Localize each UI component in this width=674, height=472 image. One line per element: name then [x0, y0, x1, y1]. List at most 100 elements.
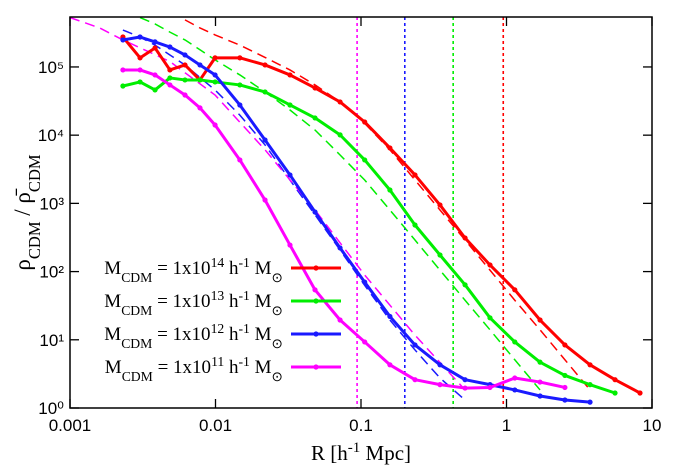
data-point: [167, 75, 173, 81]
data-point: [437, 252, 443, 258]
plot-area: [70, 17, 643, 408]
series-line: [122, 35, 591, 404]
data-point: [562, 342, 568, 348]
data-point: [312, 115, 318, 121]
x-tick-label: 0.01: [199, 416, 232, 435]
legend-label: MCDM = 1x1013 h-1 M⊙: [104, 288, 283, 318]
y-axis-label-part: /: [10, 204, 35, 222]
data-point: [437, 382, 443, 388]
x-tick-label: 0.1: [349, 416, 373, 435]
fit-line: [122, 29, 466, 401]
legend-label-part: 11: [211, 354, 224, 369]
data-point: [137, 55, 143, 61]
y-axis-label-part: CDM: [25, 221, 44, 259]
data-point: [137, 79, 143, 85]
y-tick-label: 10⁰: [38, 399, 64, 418]
data-point: [537, 359, 543, 365]
legend-label: MCDM = 1x1014 h-1 M⊙: [104, 255, 283, 285]
data-point: [262, 137, 268, 143]
data-point: [237, 157, 243, 163]
legend-label-part: -1: [238, 255, 250, 270]
legend-marker: [313, 331, 319, 337]
data-point: [512, 287, 518, 293]
data-point: [182, 92, 188, 98]
data-point: [152, 72, 158, 78]
legend-label-part: = 1x10: [152, 324, 210, 345]
data-point: [182, 52, 188, 58]
data-point: [562, 384, 568, 391]
legend-label-part: h: [224, 357, 239, 378]
data-point: [212, 122, 218, 128]
legend-label-part: -1: [238, 288, 250, 303]
data-point: [237, 55, 243, 61]
data-point: [312, 287, 318, 293]
x-tick-label: 1: [502, 416, 511, 435]
series-line: [121, 36, 641, 395]
data-point: [167, 44, 173, 50]
data-point: [312, 209, 318, 215]
legend-label: MCDM = 1x1011 h-1 M⊙: [105, 354, 283, 384]
y-tick-label: 10¹: [39, 331, 64, 350]
fit-line: [70, 17, 466, 391]
legend-label-part: h: [224, 291, 239, 312]
legend-label: MCDM = 1x1012 h-1 M⊙: [104, 321, 283, 351]
legend-label-part: M: [250, 258, 272, 279]
legend-label-part: CDM: [121, 336, 152, 351]
data-point: [587, 399, 593, 405]
data-point: [197, 77, 203, 83]
legend-label-part: h: [224, 324, 239, 345]
data-point: [487, 315, 493, 321]
data-point: [237, 82, 243, 88]
x-axis-label-part: -1: [348, 440, 361, 456]
legend-label-part: CDM: [121, 303, 152, 318]
data-point: [587, 382, 593, 388]
legend-label-part: ⊙: [272, 303, 283, 318]
data-point: [537, 393, 543, 399]
legend-label-part: M: [104, 258, 121, 279]
data-point: [287, 102, 293, 108]
x-axis-label-part: R [h: [311, 441, 348, 465]
data-point: [182, 62, 188, 68]
data-point: [387, 187, 393, 193]
data-point: [637, 390, 643, 396]
data-point: [437, 202, 443, 208]
y-tick-label: 10³: [39, 194, 64, 213]
data-point: [237, 102, 243, 108]
legend-label-part: ⊙: [272, 270, 283, 285]
fit-line: [139, 17, 541, 391]
data-point: [412, 377, 418, 383]
data-point: [587, 362, 593, 368]
data-point: [387, 313, 393, 320]
x-axis-label-part: Mpc]: [360, 441, 411, 465]
y-tick-label: 10⁴: [38, 126, 64, 145]
legend-label-part: ⊙: [272, 336, 283, 351]
data-point: [167, 82, 173, 88]
data-point: [287, 242, 293, 248]
data-point: [537, 379, 543, 385]
data-point: [312, 85, 318, 91]
legend-marker: [313, 298, 319, 304]
data-point: [362, 279, 368, 285]
data-point: [197, 62, 203, 68]
legend-label-part: -1: [238, 321, 250, 336]
data-point: [612, 390, 618, 396]
data-point: [212, 72, 218, 78]
legend-label-part: M: [104, 291, 121, 312]
data-point: [362, 339, 368, 345]
data-point: [182, 77, 188, 83]
x-axis-label: R [h-1 Mpc]: [311, 440, 411, 465]
legend-label-part: 14: [211, 255, 225, 270]
data-point: [152, 45, 158, 51]
data-point: [562, 397, 568, 403]
legend-label-part: ⊙: [272, 369, 283, 384]
data-point: [152, 39, 158, 45]
legend-label-part: h: [224, 258, 239, 279]
legend-marker: [313, 364, 319, 370]
y-axis-label: ρCDM / ρ̄CDM: [10, 154, 44, 271]
legend-marker: [313, 265, 319, 271]
legend-label-part: M: [250, 357, 272, 378]
axes: 0.001 0.01 0.1 1 10 10⁰ 10¹ 10² 10³ 10⁴ 10⁵ R [h-1 …: [10, 16, 661, 465]
legend-label-part: M: [104, 324, 121, 345]
